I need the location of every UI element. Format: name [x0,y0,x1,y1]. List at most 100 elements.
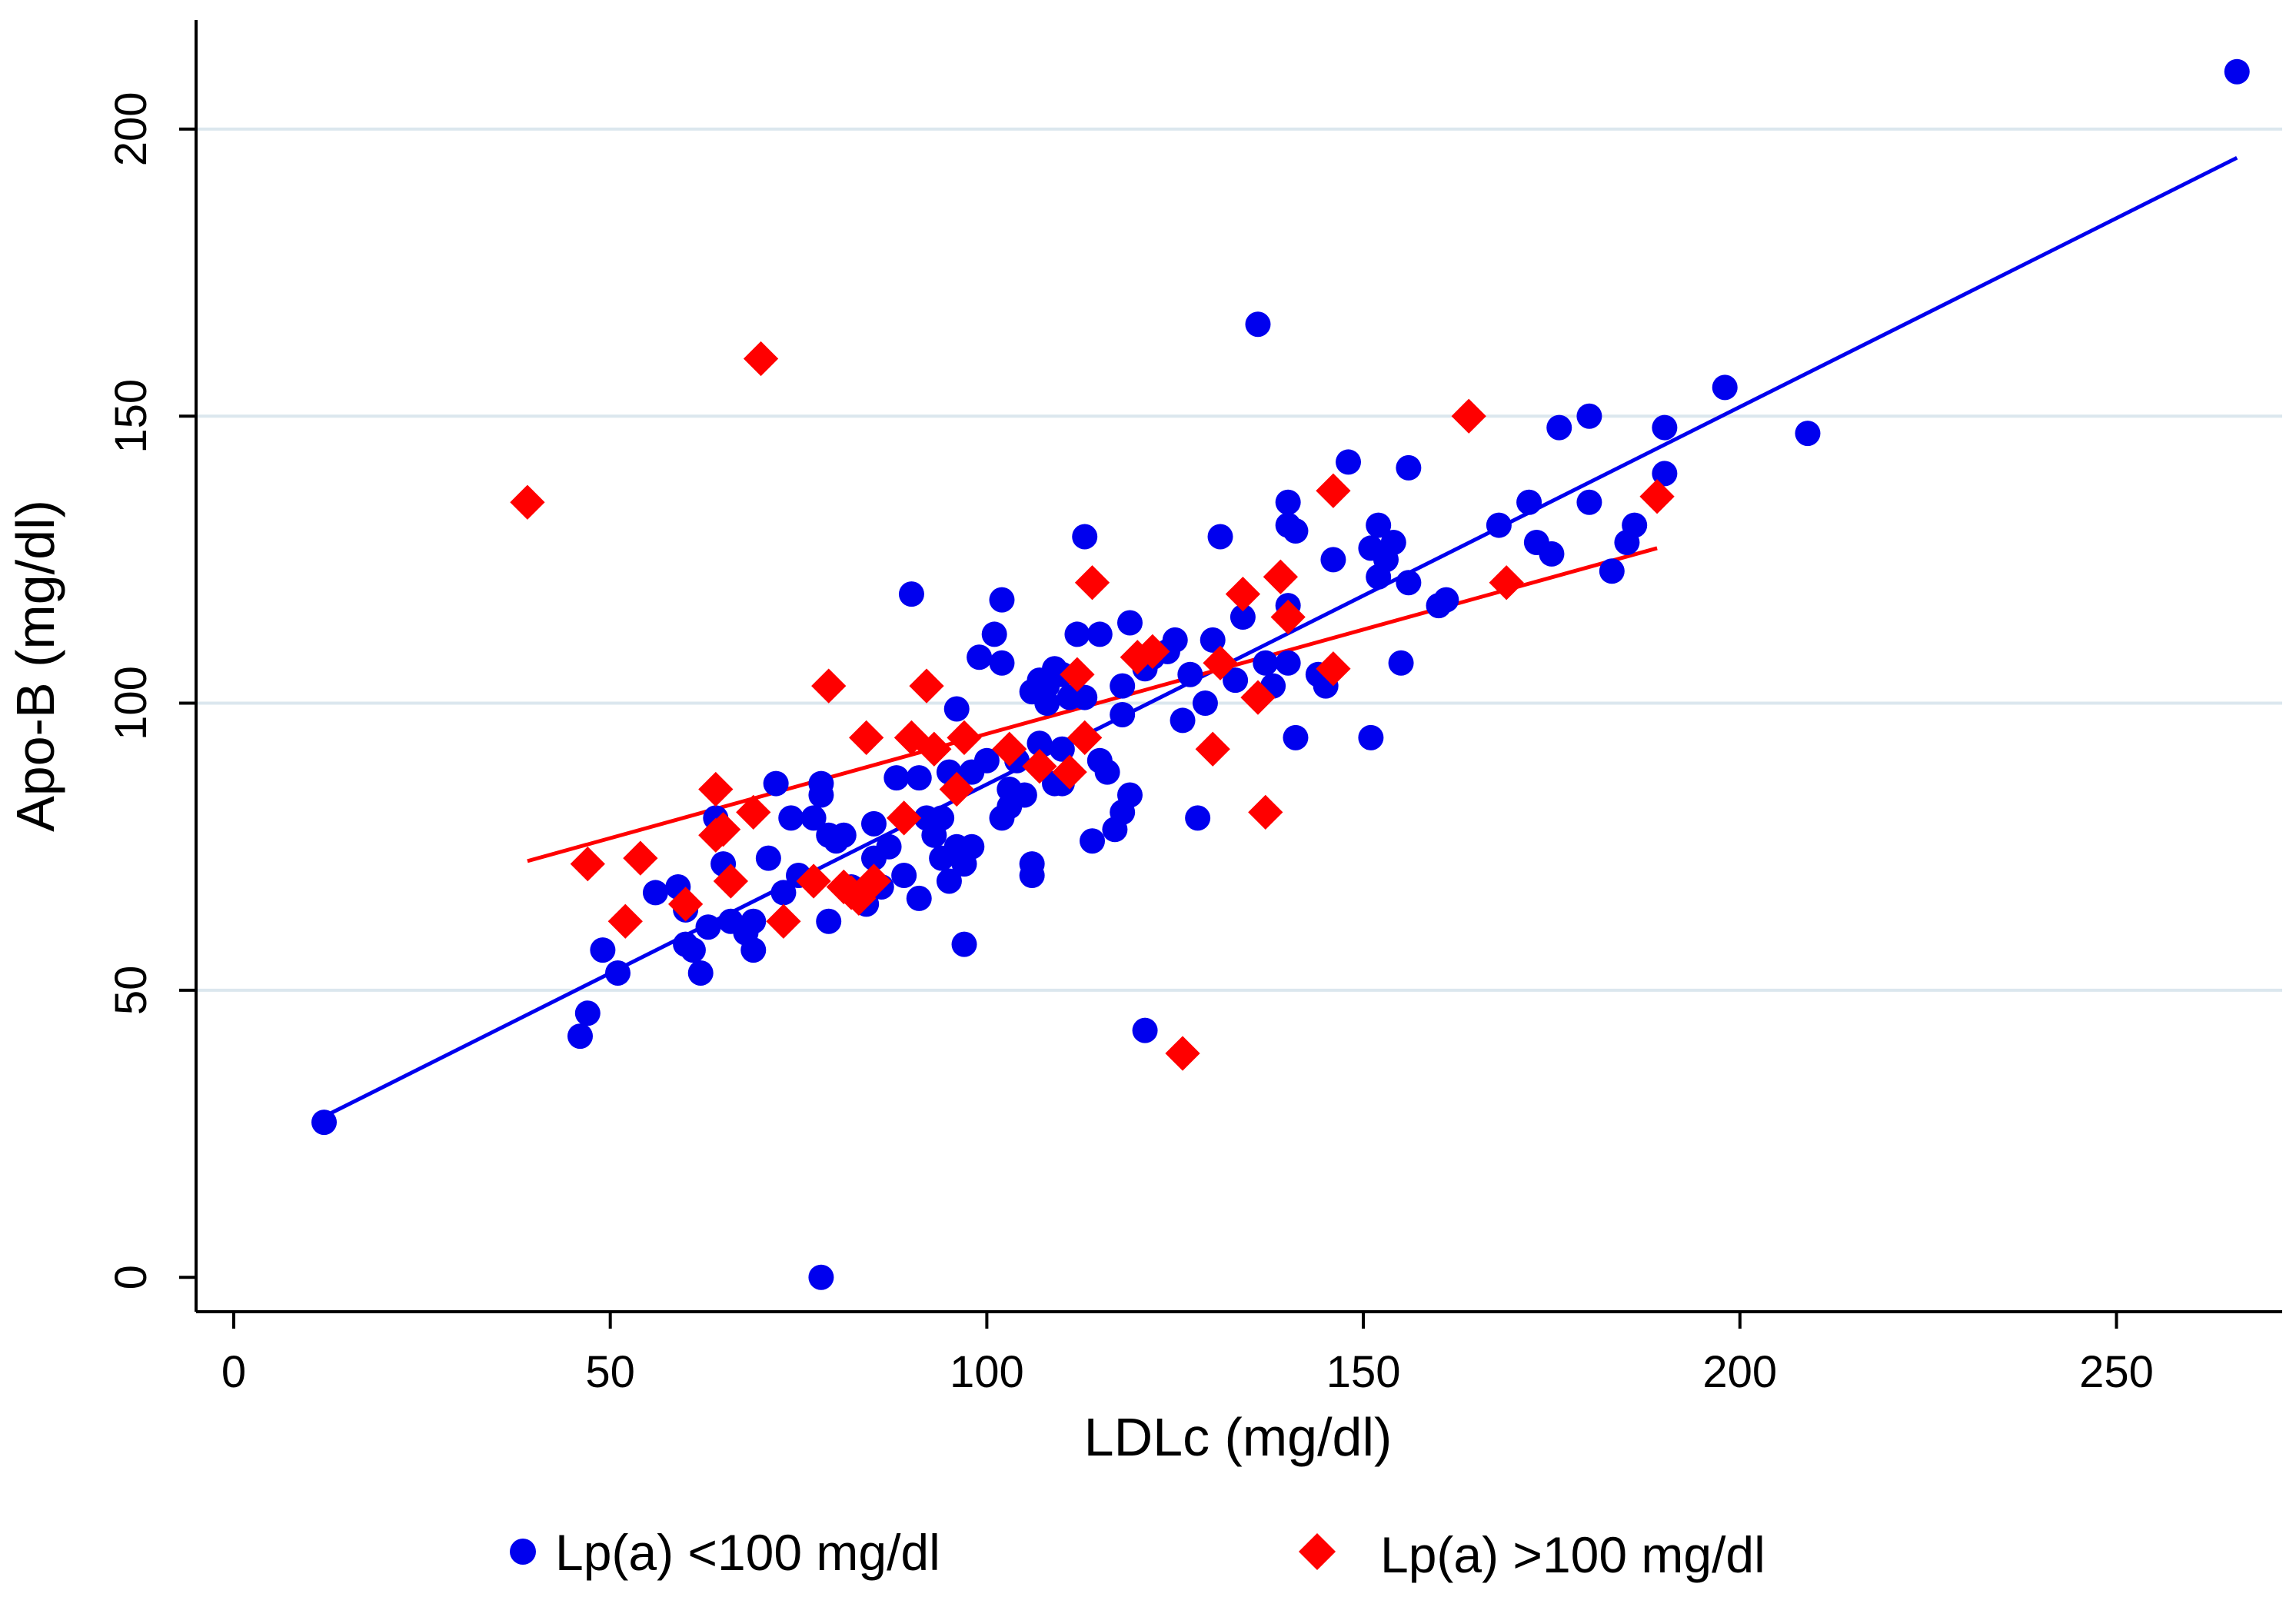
point-lp-a-low [695,914,721,940]
point-lp-a-low [1192,690,1218,717]
point-lp-a-low [1086,621,1113,647]
point-lp-a-low [778,805,804,831]
point-lp-a-low [906,885,932,911]
point-lp-a-low [989,650,1015,676]
point-lp-a-low [1072,684,1098,710]
point-lp-a-low [1027,730,1053,757]
point-lp-a-low [1110,673,1136,699]
point-lp-a-low [1433,587,1459,613]
point-lp-a-low [590,937,616,963]
point-lp-a-low [816,908,842,934]
point-lp-a-low [1110,701,1136,727]
point-lp-a-low [906,765,932,791]
point-lp-a-low [883,765,910,791]
point-lp-a-low [1207,524,1233,550]
axes [195,20,2282,1313]
point-lp-a-low [1230,604,1256,630]
point-lp-a-low [929,805,955,831]
point-lp-a-low [1622,512,1648,538]
point-lp-a-low [1185,805,1211,831]
point-lp-a-low [770,880,797,906]
point-lp-a-low [959,833,985,860]
x-tick-label: 50 [585,1347,635,1397]
point-lp-a-low [936,868,962,894]
x-tick-label: 100 [950,1347,1024,1397]
point-lp-a-low [808,782,834,808]
point-lp-a-low [1576,489,1602,515]
point-lp-a-low [687,960,714,986]
point-lp-a-low [1177,661,1203,687]
gridlines [198,127,2282,992]
point-lp-a-low [1599,558,1625,584]
point-lp-a-low [981,621,1007,647]
legend: Lp(a) <100 mg/dl Lp(a) >100 mg/dl [510,1524,1765,1583]
point-lp-a-low [1380,529,1406,555]
point-lp-a-low [574,1000,601,1026]
point-lp-a-low [642,880,668,906]
point-lp-a-low [973,747,1000,774]
point-lp-a-low [1072,524,1098,550]
point-lp-a-low [808,1264,834,1290]
point-lp-a-low [1011,782,1037,808]
x-tick-label: 250 [2079,1347,2154,1397]
fit-line-lp-a-low [323,155,2238,1119]
point-lp-a-low [1546,414,1572,441]
point-lp-a-low [755,845,781,871]
x-axis-title: LDLc (mg/dl) [1084,1407,1393,1467]
point-lp-a-low [1366,512,1392,538]
point-lp-a-low [1170,707,1196,734]
point-lp-a-low [604,960,631,986]
y-axis-title: Apo-B (mg/dl) [5,500,65,832]
legend-marker-lp-a-low [510,1539,536,1565]
point-lp-a-low [1049,736,1075,762]
point-lp-a-low [1162,627,1188,653]
point-lp-a-low [1283,724,1309,750]
point-lp-a-low [740,908,767,934]
point-lp-a-low [311,1110,338,1136]
point-lp-a-low [1539,541,1565,567]
point-lp-a-low [876,833,902,860]
point-lp-a-low [1200,627,1226,653]
point-lp-a-low [1358,724,1384,750]
point-lp-a-low [1396,570,1422,596]
point-lp-a-low [1116,610,1143,636]
point-lp-a-low [967,644,993,670]
point-lp-a-low [1275,489,1301,515]
point-lp-a-low [1388,650,1414,676]
point-lp-a-low [1652,461,1678,487]
legend-label-lp-a-low: Lp(a) <100 mg/dl [555,1524,940,1581]
y-tick-label: 200 [106,91,156,166]
point-lp-a-low [1132,1017,1158,1043]
point-lp-a-low [680,937,706,963]
point-lp-a-low [943,696,970,722]
point-lp-a-low [1116,782,1143,808]
point-lp-a-low [1019,863,1045,889]
point-lp-a-low [1516,489,1542,515]
point-lp-a-low [1396,454,1422,481]
point-lp-a-low [891,863,917,889]
point-lp-a-low [1336,449,1362,475]
point-lp-a-low [763,770,789,797]
point-lp-a-low [1094,759,1120,785]
point-lp-a-low [800,805,827,831]
point-lp-a-low [1486,512,1512,538]
point-lp-a-low [1245,311,1271,338]
point-lp-a-low [1795,421,1821,447]
point-lp-a-low [1253,650,1279,676]
y-tick-label: 0 [106,1265,156,1289]
ticks: 0 50 100 150 200 0 50 100 150 200 250 [106,91,2154,1397]
point-lp-a-low [1320,547,1346,573]
y-tick-label: 50 [106,966,156,1016]
y-tick-label: 100 [106,666,156,740]
point-lp-a-low [860,810,887,837]
point-lp-a-low [1223,667,1249,694]
point-lp-a-low [1275,650,1301,676]
x-tick-label: 200 [1702,1347,1777,1397]
point-lp-a-low [898,581,924,607]
point-lp-a-low [1712,374,1738,401]
point-lp-a-low [1652,414,1678,441]
x-tick-label: 0 [221,1347,246,1397]
point-lp-a-low [567,1023,594,1050]
